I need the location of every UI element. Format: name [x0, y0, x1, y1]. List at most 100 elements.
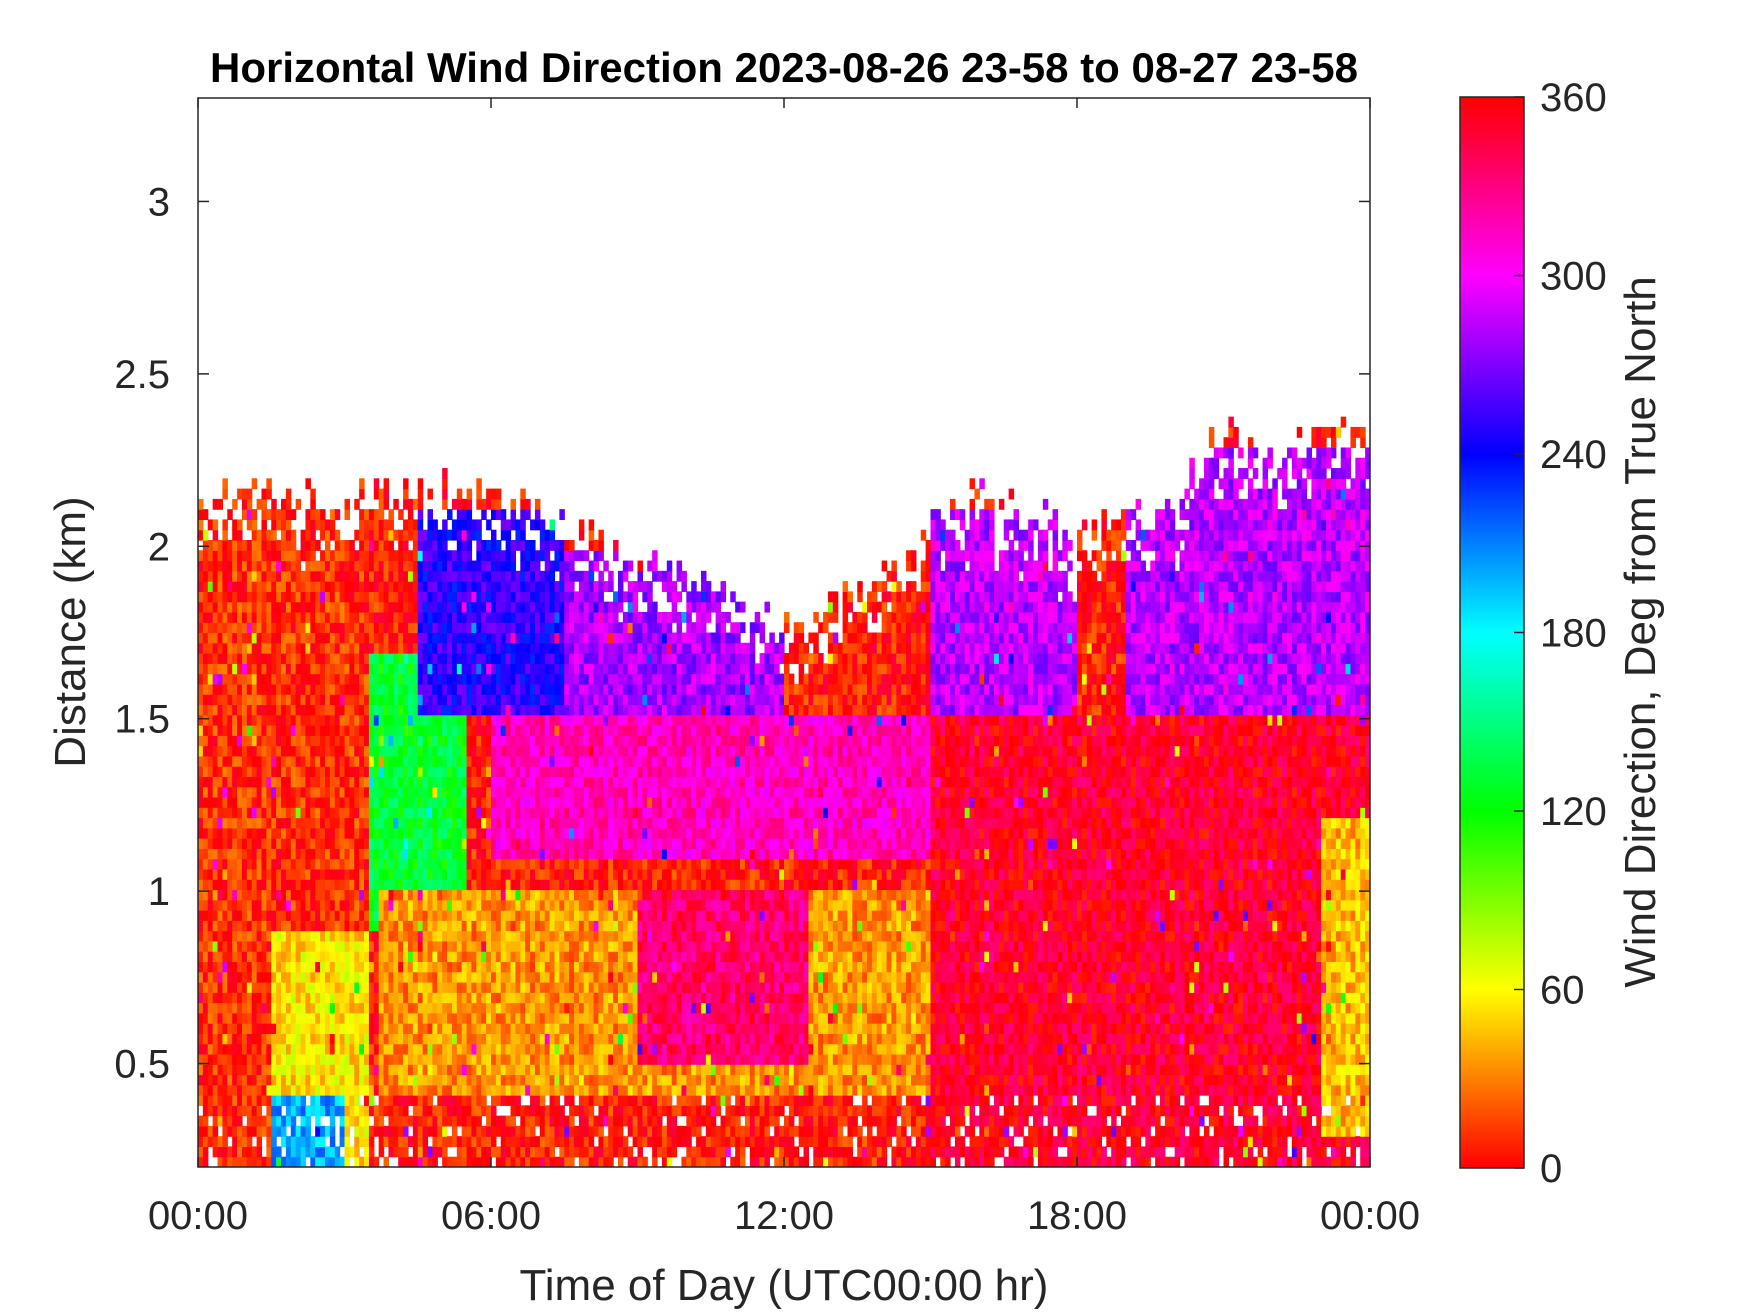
heatmap-cell	[290, 992, 297, 1004]
heatmap-cell	[495, 858, 502, 870]
heatmap-cell	[349, 930, 355, 942]
heatmap-cell	[320, 776, 326, 788]
heatmap-cell	[281, 796, 287, 808]
heatmap-cell	[491, 581, 497, 592]
heatmap-cell	[456, 1105, 463, 1117]
heatmap-cell	[198, 570, 204, 582]
heatmap-cell	[246, 560, 253, 572]
heatmap-cell	[534, 827, 541, 839]
heatmap-cell	[456, 1043, 463, 1055]
heatmap-cell	[481, 683, 487, 695]
heatmap-cell	[364, 755, 370, 767]
heatmap-cell	[305, 796, 311, 808]
heatmap-cell	[266, 663, 272, 675]
heatmap-cell	[574, 1043, 580, 1055]
heatmap-cell	[212, 1033, 219, 1045]
heatmap-cell	[466, 807, 473, 819]
heatmap-cell	[525, 653, 531, 664]
heatmap-cell	[569, 889, 575, 901]
heatmap-cell	[232, 653, 238, 664]
heatmap-cell	[198, 509, 204, 521]
heatmap-cell	[451, 868, 458, 880]
heatmap-cell	[530, 591, 536, 603]
heatmap-cell	[305, 838, 311, 849]
heatmap-cell	[207, 766, 214, 778]
heatmap-cell	[491, 1033, 497, 1045]
heatmap-cell	[354, 529, 360, 541]
heatmap-cell	[456, 930, 463, 942]
heatmap-cell	[364, 1146, 370, 1158]
heatmap-cell	[398, 714, 404, 726]
heatmap-cell	[232, 745, 238, 757]
heatmap-cell	[539, 601, 546, 613]
heatmap-cell	[237, 560, 243, 572]
heatmap-cell	[227, 971, 233, 983]
heatmap-cell	[305, 889, 311, 901]
heatmap-cell	[437, 725, 443, 736]
heatmap-cell	[427, 1105, 433, 1117]
heatmap-cell	[246, 899, 253, 911]
heatmap-cell	[217, 694, 224, 706]
heatmap-cell	[232, 622, 238, 634]
heatmap-cell	[525, 550, 531, 562]
heatmap-cell	[544, 940, 551, 952]
heatmap-cell	[324, 858, 331, 870]
heatmap-cell	[442, 940, 448, 952]
heatmap-cell	[212, 529, 219, 541]
heatmap-cell	[359, 694, 365, 706]
heatmap-cell	[427, 920, 433, 932]
heatmap-cell	[339, 1095, 346, 1106]
heatmap-cell	[510, 981, 517, 993]
heatmap-cell	[530, 1084, 536, 1096]
heatmap-cell	[432, 591, 438, 603]
heatmap-cell	[569, 735, 575, 747]
heatmap-cell	[461, 509, 468, 521]
heatmap-cell	[520, 992, 526, 1004]
heatmap-cell	[271, 1105, 277, 1117]
heatmap-cell	[256, 745, 263, 757]
heatmap-cell	[246, 1012, 253, 1024]
heatmap-cell	[549, 529, 556, 541]
heatmap-cell	[339, 1033, 346, 1045]
heatmap-cell	[500, 858, 507, 870]
heatmap-cell	[344, 581, 350, 592]
heatmap-cell	[349, 889, 355, 901]
heatmap-cell	[202, 1074, 209, 1086]
heatmap-cell	[466, 745, 473, 757]
heatmap-cell	[525, 940, 531, 952]
heatmap-cell	[198, 622, 204, 634]
heatmap-cell	[442, 745, 448, 757]
heatmap-cell	[491, 951, 497, 963]
heatmap-cell	[207, 992, 214, 1004]
heatmap-cell	[237, 725, 243, 736]
heatmap-cell	[320, 745, 326, 757]
heatmap-cell	[510, 1084, 517, 1096]
heatmap-cell	[334, 1053, 341, 1065]
heatmap-cell	[442, 1033, 448, 1045]
heatmap-cell	[388, 848, 394, 860]
heatmap-cell	[300, 940, 307, 952]
heatmap-cell	[364, 601, 370, 613]
heatmap-cell	[510, 1105, 517, 1117]
heatmap-cell	[515, 1156, 521, 1167]
heatmap-cell	[315, 1156, 321, 1167]
heatmap-cell	[324, 920, 331, 932]
heatmap-cell	[256, 1115, 263, 1127]
heatmap-cell	[442, 1023, 448, 1034]
heatmap-cell	[251, 1023, 258, 1034]
heatmap-cell	[261, 766, 267, 778]
heatmap-cell	[500, 776, 507, 788]
heatmap-cell	[412, 817, 419, 829]
heatmap-cell	[378, 1033, 385, 1045]
heatmap-cell	[417, 704, 424, 716]
heatmap-cell	[217, 776, 224, 788]
heatmap-cell	[505, 694, 512, 706]
heatmap-cell	[329, 683, 336, 695]
heatmap-cell	[451, 704, 458, 716]
heatmap-cell	[364, 1074, 370, 1086]
heatmap-cell	[403, 1023, 409, 1034]
heatmap-cell	[349, 581, 355, 592]
heatmap-cell	[574, 1064, 580, 1076]
heatmap-cell	[290, 725, 297, 736]
heatmap-cell	[403, 735, 409, 747]
